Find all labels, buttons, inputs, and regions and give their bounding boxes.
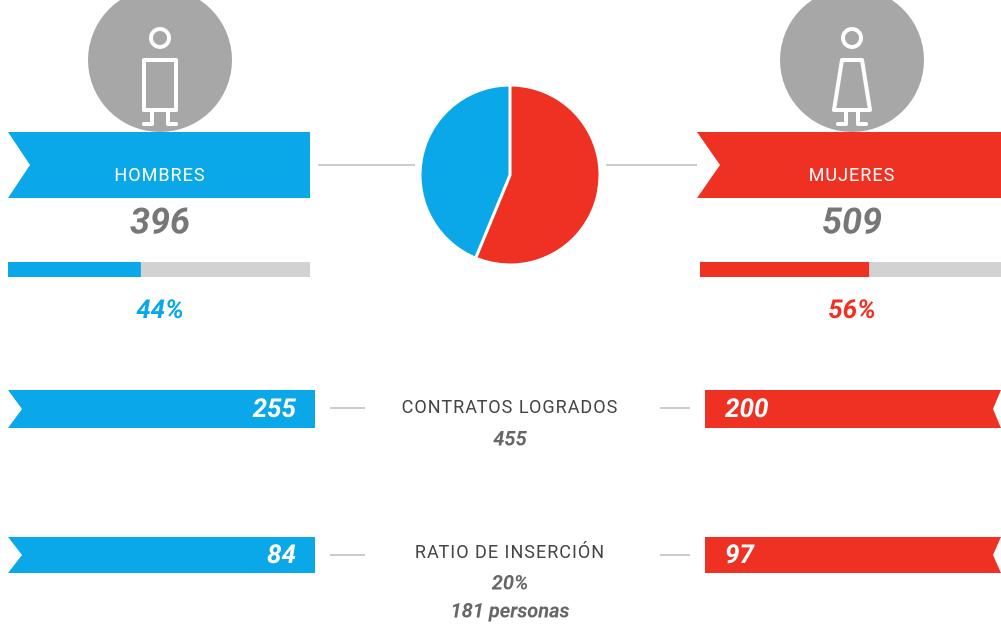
value: 255 (253, 394, 297, 424)
percent: 44% (136, 295, 184, 325)
male-icon (142, 27, 178, 126)
count: 396 (130, 201, 190, 243)
value: 97 (725, 540, 755, 570)
icon-circle (88, 0, 232, 132)
value: 200 (725, 394, 768, 424)
row-bar (705, 390, 1001, 428)
percent: 20% (492, 570, 529, 594)
count: 509 (822, 201, 882, 243)
persons: 181 personas (451, 598, 570, 622)
row-bar (8, 537, 315, 573)
banner (8, 132, 310, 198)
percent-bar (8, 262, 141, 277)
percent: 56% (828, 295, 876, 325)
pie-slice (418, 83, 512, 261)
label: HOMBRES (114, 165, 205, 186)
total: 455 (493, 426, 527, 450)
caption: RATIO DE INSERCIÓN (415, 541, 605, 563)
value: 84 (267, 540, 296, 570)
row-bar (705, 537, 1001, 573)
percent-bar (700, 262, 870, 277)
label: MUJERES (809, 165, 896, 186)
caption: CONTRATOS LOGRADOS (402, 397, 619, 418)
female-icon (832, 27, 872, 126)
pie-slice (473, 83, 602, 267)
row-bar (8, 390, 315, 428)
icon-circle (780, 0, 924, 132)
banner (697, 132, 1001, 198)
